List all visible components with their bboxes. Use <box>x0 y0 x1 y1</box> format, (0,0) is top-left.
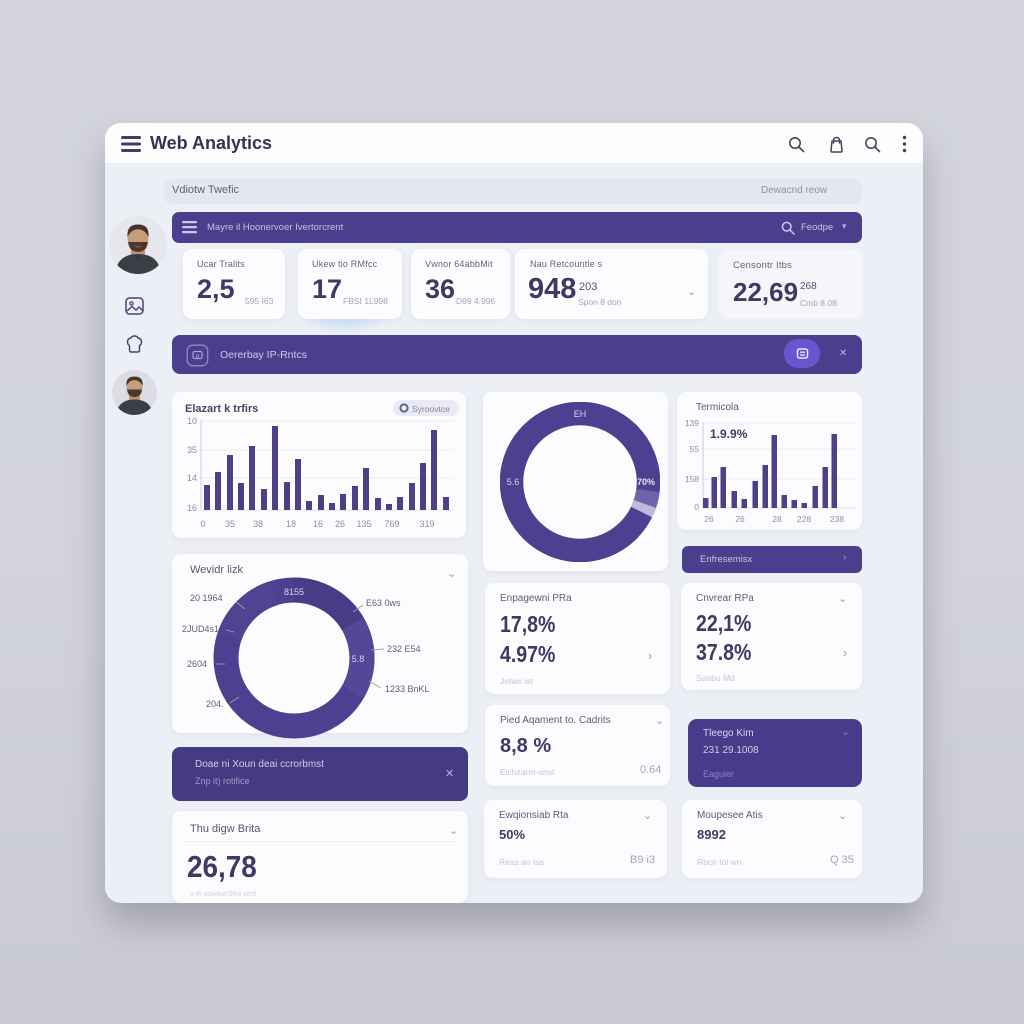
svg-text:8155: 8155 <box>284 587 304 597</box>
svg-text:5.6: 5.6 <box>507 477 520 487</box>
svg-text:26: 26 <box>335 519 345 529</box>
svg-text:14: 14 <box>187 473 197 483</box>
svg-text:319: 319 <box>419 519 434 529</box>
svg-text:u: u <box>196 354 199 360</box>
svg-text:769: 769 <box>384 519 399 529</box>
svg-text:26: 26 <box>704 514 714 524</box>
svg-text:35: 35 <box>187 445 197 455</box>
svg-text:238: 238 <box>830 514 844 524</box>
svg-text:18: 18 <box>286 519 296 529</box>
svg-text:135: 135 <box>356 519 371 529</box>
svg-text:55: 55 <box>690 444 700 454</box>
svg-text:70%: 70% <box>637 477 655 487</box>
svg-text:10: 10 <box>187 416 197 426</box>
svg-text:35: 35 <box>225 519 235 529</box>
svg-text:228: 228 <box>797 514 811 524</box>
svg-text:16: 16 <box>313 519 323 529</box>
svg-text:28: 28 <box>772 514 782 524</box>
svg-text:5.8: 5.8 <box>352 654 365 664</box>
svg-text:38: 38 <box>253 519 263 529</box>
svg-text:139: 139 <box>685 418 699 428</box>
svg-text:1.9.9%: 1.9.9% <box>710 427 748 441</box>
svg-text:0: 0 <box>694 502 699 512</box>
svg-text:26: 26 <box>735 514 745 524</box>
svg-text:16: 16 <box>187 503 197 513</box>
svg-text:0: 0 <box>200 519 205 529</box>
svg-text:158: 158 <box>685 474 699 484</box>
svg-text:EH: EH <box>574 409 587 419</box>
